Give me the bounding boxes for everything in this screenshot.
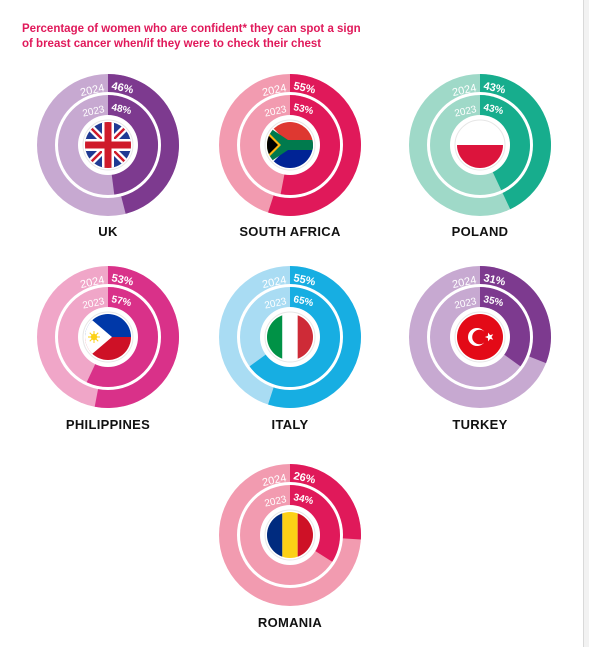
poland-flag [457, 122, 503, 168]
turkey-flag [457, 314, 503, 360]
donut-turkey: 2024 31% 2023 35% [409, 266, 551, 408]
chart-title: Percentage of women who are confident* t… [22, 22, 382, 52]
value-label-2024: 26% [292, 470, 316, 486]
year-label-2023: 2023 [454, 104, 478, 119]
country-label: TURKEY [452, 417, 508, 432]
value-label-2024: 43% [482, 80, 506, 96]
italy-flag [267, 314, 313, 360]
year-label-2023: 2023 [264, 494, 288, 509]
year-label-2023: 2023 [82, 104, 106, 119]
country-label: PHILIPPINES [65, 417, 151, 432]
value-label-2023: 65% [292, 294, 314, 309]
uk-flag [85, 122, 131, 168]
country-label: UK [98, 224, 118, 239]
value-label-2024: 55% [292, 272, 316, 288]
year-label-2023: 2023 [82, 296, 106, 311]
country-label: POLAND [451, 224, 509, 239]
donut-uk: 2024 46% 2023 48% [37, 74, 180, 216]
donut-poland: 2024 43% 2023 43% [409, 74, 551, 216]
year-label-2024: 2024 [79, 82, 105, 99]
value-label-2024: 53% [110, 272, 134, 288]
donut-south-africa: 2024 55% 2023 53% [219, 74, 361, 216]
year-label-2024: 2024 [261, 472, 287, 489]
value-label-2024: 55% [292, 80, 316, 96]
chart-title-line-1: Percentage of women who are confident* t… [22, 23, 361, 35]
value-label-2024: 46% [110, 80, 134, 96]
year-label-2023: 2023 [264, 296, 288, 311]
country-label: ITALY [271, 417, 309, 432]
value-label-2023: 48% [110, 102, 132, 117]
value-label-2023: 53% [292, 102, 314, 117]
value-label-2023: 34% [292, 492, 314, 507]
chart-title-line-2: of breast cancer when/if they were to ch… [22, 38, 322, 50]
country-label: ROMANIA [257, 615, 323, 630]
year-label-2024: 2024 [261, 274, 287, 291]
romania-flag [267, 512, 313, 558]
value-label-2023: 35% [482, 294, 504, 309]
value-label-2023: 57% [110, 294, 132, 309]
donut-romania: 2024 26% 2023 34% [219, 464, 362, 606]
page-edge-rule [583, 0, 589, 647]
value-label-2024: 31% [482, 272, 506, 288]
donut-italy: 2024 55% 2023 65% [219, 266, 361, 408]
year-label-2024: 2024 [451, 274, 477, 291]
country-label: SOUTH AFRICA [239, 224, 341, 239]
year-label-2024: 2024 [451, 82, 477, 99]
year-label-2024: 2024 [261, 82, 287, 99]
year-label-2023: 2023 [264, 104, 288, 119]
south-africa-flag [267, 122, 313, 168]
donut-philippines: 2024 53% 2023 57% [37, 266, 180, 408]
year-label-2024: 2024 [79, 274, 105, 291]
value-label-2023: 43% [482, 102, 504, 117]
year-label-2023: 2023 [454, 296, 478, 311]
philippines-flag [85, 314, 131, 360]
